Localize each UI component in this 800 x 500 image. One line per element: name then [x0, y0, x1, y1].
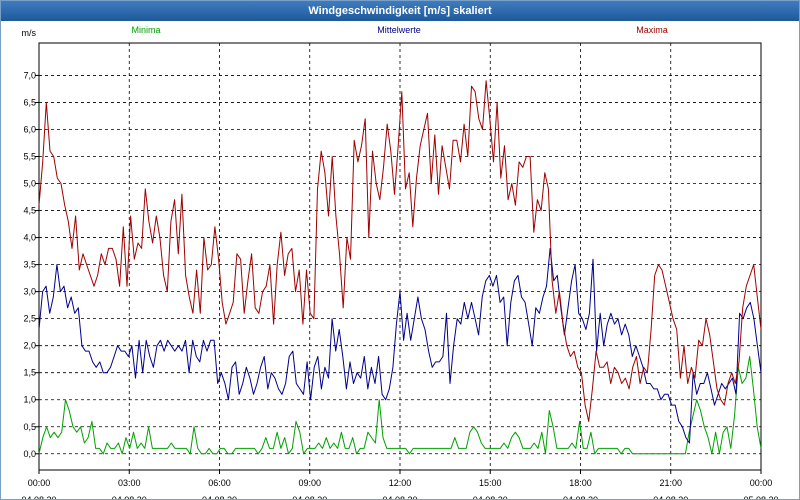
- y-tick-label: 2,0: [23, 341, 36, 351]
- x-tick-date: 04.08.20: [21, 495, 56, 499]
- x-tick-date: 04.08.20: [473, 495, 508, 499]
- x-tick-time: 15:00: [479, 478, 502, 488]
- y-tick-label: 6,5: [23, 97, 36, 107]
- x-tick-date: 04.08.20: [563, 495, 598, 499]
- y-tick-label: 5,0: [23, 179, 36, 189]
- legend-maxima: Maxima: [636, 25, 668, 35]
- x-tick-time: 09:00: [298, 478, 321, 488]
- legend-minima: Minima: [131, 25, 160, 35]
- y-tick-label: 3,0: [23, 287, 36, 297]
- x-tick-date: 05.08.20: [743, 495, 778, 499]
- y-tick-label: 6,0: [23, 124, 36, 134]
- x-tick-date: 04.08.20: [112, 495, 147, 499]
- x-tick-date: 04.08.20: [202, 495, 237, 499]
- x-tick-time: 00:00: [750, 478, 773, 488]
- y-tick-label: 2,5: [23, 314, 36, 324]
- window-title: Windgeschwindigkeit [m/s] skaliert: [1, 1, 799, 21]
- x-tick-time: 06:00: [208, 478, 231, 488]
- x-tick-date: 04.08.20: [382, 495, 417, 499]
- x-tick-time: 18:00: [569, 478, 592, 488]
- y-tick-label: 1,0: [23, 395, 36, 405]
- x-tick-time: 21:00: [659, 478, 682, 488]
- y-axis: 0,0 0,5 1,0 1,5 2,0 2,5 3,0 3,5 4,0 4,5 5,0 5,5 6,0 6…: [22, 28, 39, 459]
- series-line-minima: [38, 356, 762, 455]
- y-tick-label: 7,0: [23, 70, 36, 80]
- chart-svg: 0,0 0,5 1,0 1,5 2,0 2,5 3,0 3,5 4,0 4,5 5,0 5,5 6,0 6…: [21, 25, 779, 499]
- x-tick-time: 12:00: [389, 478, 412, 488]
- y-tick-label: 3,5: [23, 260, 36, 270]
- x-tick-date: 04.08.20: [292, 495, 327, 499]
- series-layer: [38, 80, 762, 455]
- y-tick-label: 4,5: [23, 206, 36, 216]
- legend-mittelwerte: Mittelwerte: [377, 25, 421, 35]
- x-tick-date: 04.08.20: [653, 495, 688, 499]
- y-tick-label: 0,0: [23, 449, 36, 459]
- x-tick-time: 00:00: [28, 478, 51, 488]
- y-axis-label: m/s: [22, 28, 37, 38]
- y-tick-label: 0,5: [23, 422, 36, 432]
- y-tick-label: 1,5: [23, 368, 36, 378]
- series-line-maxima: [38, 80, 762, 422]
- y-tick-label: 5,5: [23, 152, 36, 162]
- y-tick-label: 4,0: [23, 233, 36, 243]
- x-tick-time: 03:00: [118, 478, 141, 488]
- series-line-mittelwerte: [38, 247, 762, 444]
- x-axis: 00:00 04.08.20 03:00 04.08.20 06:00 04.08.20 0…: [21, 470, 779, 499]
- legend: Minima Mittelwerte Maxima: [131, 25, 667, 35]
